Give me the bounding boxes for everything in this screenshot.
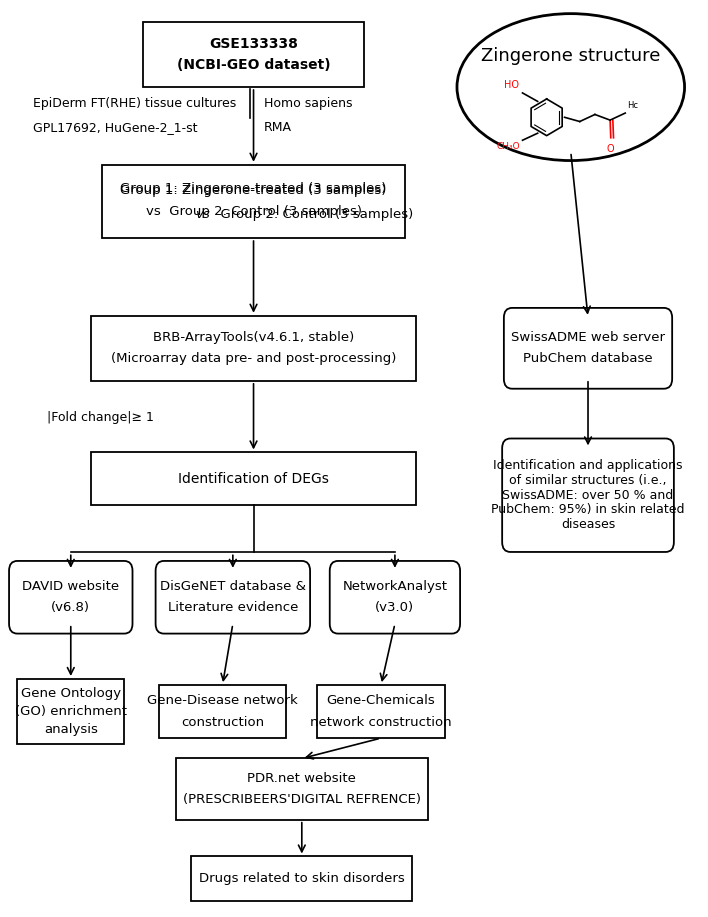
- Text: (GO) enrichment: (GO) enrichment: [15, 705, 127, 718]
- Text: Gene-Disease network: Gene-Disease network: [147, 694, 298, 707]
- Text: SwissADME web server: SwissADME web server: [511, 331, 665, 344]
- Text: GPL17692, HuGene-2_1-st: GPL17692, HuGene-2_1-st: [33, 121, 198, 135]
- FancyBboxPatch shape: [502, 438, 674, 552]
- Text: Group 2: Control (3 samples): Group 2: Control (3 samples): [212, 208, 413, 221]
- Text: Gene-Chemicals: Gene-Chemicals: [327, 694, 435, 707]
- Text: of similar structures (i.e.,: of similar structures (i.e.,: [509, 474, 667, 487]
- Text: Hc: Hc: [627, 101, 639, 110]
- Text: PubChem: 95%) in skin related: PubChem: 95%) in skin related: [491, 503, 685, 516]
- FancyBboxPatch shape: [17, 679, 124, 745]
- Text: DAVID website: DAVID website: [22, 580, 120, 593]
- Text: diseases: diseases: [561, 518, 615, 531]
- Text: Gene Ontology: Gene Ontology: [21, 687, 121, 700]
- Text: (Microarray data pre- and post-processing): (Microarray data pre- and post-processin…: [111, 352, 396, 365]
- FancyBboxPatch shape: [191, 856, 412, 901]
- Text: Group 1: Zingerone-treated (3 samples): Group 1: Zingerone-treated (3 samples): [120, 182, 387, 194]
- FancyBboxPatch shape: [159, 685, 286, 738]
- FancyBboxPatch shape: [317, 685, 445, 738]
- FancyBboxPatch shape: [91, 315, 416, 381]
- Text: analysis: analysis: [44, 723, 98, 736]
- Text: Drugs related to skin disorders: Drugs related to skin disorders: [199, 872, 405, 886]
- Text: construction: construction: [181, 715, 264, 729]
- Text: CH₃O: CH₃O: [496, 142, 520, 151]
- Text: vs  Group 2: Control (3 samples): vs Group 2: Control (3 samples): [0, 916, 1, 917]
- Text: PDR.net website: PDR.net website: [247, 772, 356, 785]
- Text: Group 1: Zingerone-treated (3 samples): Group 1: Zingerone-treated (3 samples): [0, 916, 1, 917]
- Text: SwissADME: over 50 % and: SwissADME: over 50 % and: [503, 489, 673, 502]
- Text: |Fold change|≥ 1: |Fold change|≥ 1: [47, 411, 154, 425]
- FancyBboxPatch shape: [504, 308, 672, 389]
- Text: Group 1: Zingerone-treated (3 samples): Group 1: Zingerone-treated (3 samples): [120, 184, 387, 197]
- Text: Identification of DEGs: Identification of DEGs: [178, 472, 329, 486]
- Text: Homo sapiens: Homo sapiens: [264, 97, 353, 110]
- Text: (PRESCRIBEERS'DIGITAL REFRENCE): (PRESCRIBEERS'DIGITAL REFRENCE): [183, 793, 421, 806]
- FancyBboxPatch shape: [143, 22, 364, 87]
- FancyBboxPatch shape: [330, 561, 460, 634]
- Text: vs  Group 2: Control (3 samples): vs Group 2: Control (3 samples): [146, 205, 362, 218]
- FancyBboxPatch shape: [176, 758, 428, 820]
- Text: (v6.8): (v6.8): [51, 602, 91, 614]
- Text: NetworkAnalyst: NetworkAnalyst: [343, 580, 447, 593]
- Text: EpiDerm FT(RHE) tissue cultures: EpiDerm FT(RHE) tissue cultures: [33, 97, 236, 110]
- Text: BRB-ArrayTools(v4.6.1, stable): BRB-ArrayTools(v4.6.1, stable): [153, 331, 354, 344]
- Ellipse shape: [457, 14, 685, 160]
- Text: (NCBI-GEO dataset): (NCBI-GEO dataset): [177, 58, 331, 72]
- FancyBboxPatch shape: [156, 561, 310, 634]
- Text: vs: vs: [195, 208, 210, 221]
- Text: DisGeNET database &: DisGeNET database &: [160, 580, 306, 593]
- FancyBboxPatch shape: [102, 165, 405, 238]
- Text: Zingerone structure: Zingerone structure: [481, 47, 661, 65]
- Text: Identification and applications: Identification and applications: [493, 459, 683, 472]
- Text: network construction: network construction: [310, 715, 452, 729]
- FancyBboxPatch shape: [9, 561, 132, 634]
- Text: PubChem database: PubChem database: [523, 352, 653, 365]
- Text: (v3.0): (v3.0): [375, 602, 414, 614]
- FancyBboxPatch shape: [91, 452, 416, 505]
- Text: O: O: [607, 144, 615, 154]
- Text: GSE133338: GSE133338: [209, 37, 298, 50]
- Text: HO: HO: [504, 81, 519, 91]
- Text: Literature evidence: Literature evidence: [168, 602, 298, 614]
- Text: RMA: RMA: [264, 121, 292, 135]
